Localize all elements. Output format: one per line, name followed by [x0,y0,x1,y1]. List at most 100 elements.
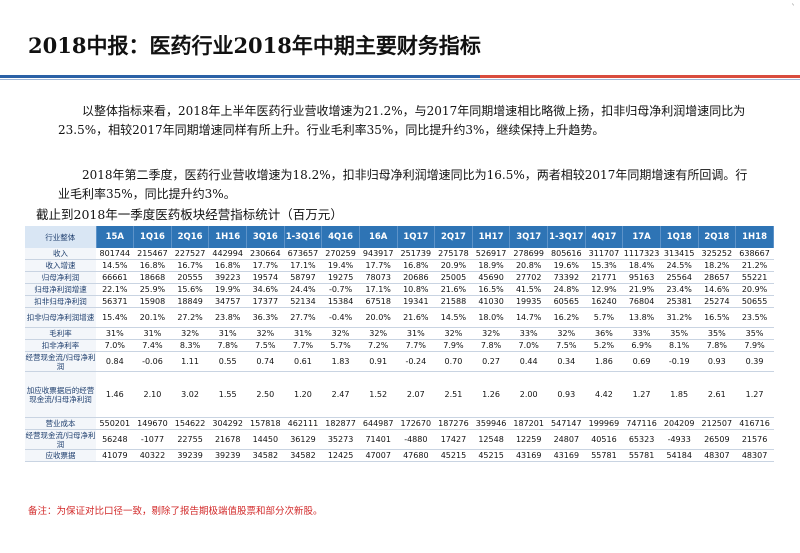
table-cell: 187276 [434,417,473,430]
table-cell: 35% [660,327,698,340]
table-cell: -0.24 [397,351,435,372]
table-cell: 27702 [509,271,548,284]
table-cell: 1.52 [359,371,397,418]
table-cell: 7.9% [434,339,473,352]
table-cell: 5.7% [321,339,360,352]
table-cell: 1.83 [321,351,360,372]
table-cell: 31% [208,327,247,340]
table-cell: 26509 [698,429,736,450]
table-cell: 526917 [472,248,510,260]
table-cell: -0.06 [133,351,172,372]
table-header-cell: 16A [359,226,398,248]
table-cell: 12259 [509,429,548,450]
table-cell: 5.7% [585,307,623,328]
table-header-cell: 1Q16 [133,226,172,248]
table-cell: 12.9% [585,283,623,296]
table-cell: 34582 [284,449,322,462]
table-cell: 1.26 [472,371,510,418]
table-cell: 21.6% [397,307,435,328]
table-cell: 33% [622,327,661,340]
table-cell: 16.8% [397,259,435,272]
table-cell: 8.3% [171,339,209,352]
table-cell: 67518 [359,295,397,308]
row-label: 经营现金流/归母净利润 [25,429,96,450]
table-cell: 20.1% [133,307,172,328]
table-cell: 32% [359,327,397,340]
table-cell: 0.74 [246,351,285,372]
table-cell: 638667 [735,248,774,260]
table-cell: 251739 [397,248,435,260]
table-header-cell: 1-3Q17 [547,226,586,248]
table-cell: 55781 [585,449,623,462]
table-cell: 14.5% [96,259,134,272]
table-cell: 32% [547,327,586,340]
table-cell: 21.6% [434,283,473,296]
table-cell: -1077 [133,429,172,450]
table-cell: 19341 [397,295,435,308]
table-header-cell: 17A [622,226,661,248]
table-cell: 65323 [622,429,661,450]
table-cell: 7.0% [509,339,548,352]
table-row: 加应收票据后的经营现金流/归母净利润 1.46 2.10 3.02 1.55 2.50 1.… [25,371,774,418]
row-label: 扣非归母净利润增速 [25,307,96,328]
table-cell: 0.84 [96,351,134,372]
row-label: 扣非归母净利润 [25,295,96,308]
table-header-cell: 1Q17 [397,226,436,248]
table-cell: 18.9% [472,259,510,272]
table-cell: 34582 [246,449,285,462]
table-cell: 2.50 [246,371,285,418]
table-cell: 0.93 [547,371,586,418]
table-cell: 32% [434,327,473,340]
table-cell: 22755 [171,429,209,450]
table-header-cell: 4Q16 [321,226,360,248]
table-cell: 73392 [547,271,586,284]
table-cell: 278699 [509,248,548,260]
table-cell: 19275 [321,271,360,284]
table-cell: 3.02 [171,371,209,418]
table-cell: 21.2% [735,259,774,272]
table-header-cell: 1H16 [208,226,247,248]
table-cell: 48307 [735,449,774,462]
table-cell: 40516 [585,429,623,450]
table-cell: 149670 [133,417,172,430]
table-cell: 7.7% [284,339,322,352]
table-cell: 17.7% [359,259,397,272]
table-cell: 2.00 [509,371,548,418]
table-cell: 31% [397,327,435,340]
table-cell: 35273 [321,429,360,450]
table-header-cell: 15A [96,226,135,248]
table-cell: 12548 [472,429,510,450]
table-cell: 14.5% [434,307,473,328]
paragraph-2: 2018年第二季度，医药行业营收增速为18.2%，扣非归母净利润增速同比为16.… [58,168,748,201]
table-cell: 215467 [133,248,172,260]
table-cell: 805616 [547,248,586,260]
table-cell: 7.7% [397,339,435,352]
table-cell: 7.8% [698,339,736,352]
table-cell: 71401 [359,429,397,450]
table-cell: 15.6% [171,283,209,296]
table-header-cell: 1-3Q16 [284,226,323,248]
table-cell: 13.8% [622,307,661,328]
table-cell: 182877 [321,417,360,430]
table-cell: 56371 [96,295,134,308]
table-cell: 550201 [96,417,134,430]
table-cell: 16.2% [547,307,586,328]
table-cell: 36% [585,327,623,340]
row-label: 毛利率 [25,327,96,340]
financial-indicators-table: 行业整体 15A 1Q16 2Q16 1H16 3Q16 1-3Q16 4Q16 16A 1Q17… [25,226,774,462]
table-cell: 35% [698,327,736,340]
table-cell: 21576 [735,429,774,450]
table-cell: 304292 [208,417,247,430]
table-cell: 19574 [246,271,285,284]
table-header-cell: 1H18 [735,226,774,248]
table-header-cell: 1Q18 [660,226,699,248]
table-cell: 19.6% [547,259,586,272]
table-cell: 41079 [96,449,134,462]
table-cell: 45215 [472,449,510,462]
table-cell: 673657 [284,248,322,260]
table-cell: 47680 [397,449,435,462]
table-cell: 78073 [359,271,397,284]
table-cell: 16.5% [698,307,736,328]
table-cell: 7.2% [359,339,397,352]
table-cell: 8.1% [660,339,698,352]
